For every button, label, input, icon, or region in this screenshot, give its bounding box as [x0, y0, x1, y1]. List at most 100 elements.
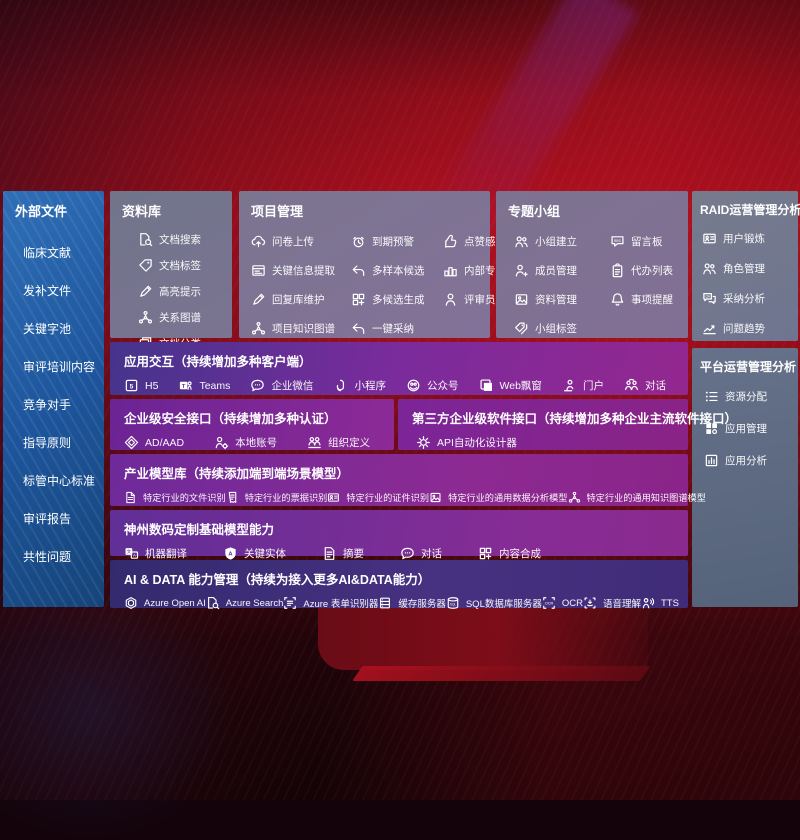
- sidebar-item: 指导原则: [23, 436, 72, 450]
- feature-item: SQL SQL数据库服务器: [446, 596, 542, 610]
- chat-dots-icon: [250, 378, 265, 393]
- feature-item: Azure Search: [206, 596, 283, 610]
- podium-icon: [443, 263, 458, 278]
- feature-item: Azure 表单识别器: [283, 596, 378, 610]
- svg-text:BBS: BBS: [614, 239, 621, 243]
- feature-item: 回复库维护: [251, 292, 347, 307]
- list-icon: [704, 389, 719, 404]
- feature-label: 问卷上传: [272, 236, 314, 248]
- data-library-title: 资料库: [122, 204, 162, 219]
- feature-item: 对话: [400, 546, 442, 561]
- svg-text:5: 5: [130, 383, 134, 390]
- feature-item: 应用管理: [704, 421, 798, 436]
- feature-item: 公众号: [406, 378, 459, 393]
- ai-data-capability-row: AI & DATA 能力管理（持续为接入更多AI&DATA能力） Azure O…: [110, 560, 688, 610]
- feature-item: 资料管理: [514, 292, 610, 307]
- feature-label: 留言板: [631, 236, 663, 248]
- grid-icon: [478, 546, 493, 561]
- feature-label: 特定行业的通用数据分析模型: [448, 493, 568, 503]
- feature-label: OCR: [561, 597, 583, 609]
- feature-item: 关键信息提取: [251, 263, 347, 278]
- feature-label: 特定行业的票据识别: [244, 493, 328, 503]
- feature-item: Azure Open AI: [124, 596, 206, 610]
- miniprog-icon: [333, 378, 348, 393]
- svg-text:SQL: SQL: [450, 602, 457, 606]
- project-management-title: 项目管理: [251, 204, 304, 219]
- thirdparty-interface-row: 第三方企业级软件接口（持续增加多种企业主流软件接口） API自动化设计器: [398, 399, 737, 450]
- portal-icon: [562, 378, 577, 393]
- feature-label: 采纳分析: [723, 293, 765, 305]
- platform-analysis-title: 平台运营管理分析: [700, 360, 797, 374]
- feature-label: 语音理解: [602, 599, 641, 610]
- feature-label: TTS: [661, 597, 679, 609]
- graph-icon: [251, 321, 266, 336]
- graph-icon: [568, 491, 581, 504]
- feature-label: 公众号: [427, 380, 459, 392]
- svg-text:T: T: [182, 384, 186, 390]
- industry-models-title: 产业模型库（持续添加端到端场景模型）: [124, 467, 350, 481]
- dialog-icon: [624, 378, 639, 393]
- feature-item: AD/AAD: [124, 435, 184, 450]
- feature-label: 文档标签: [159, 260, 201, 272]
- feature-item: 用户锻炼: [702, 231, 798, 246]
- pen-icon: [138, 284, 153, 299]
- feature-label: 特定行业的文件识别: [143, 493, 226, 503]
- feature-item: 组织定义: [307, 435, 370, 450]
- external-files-panel: 外部文件 临床文献 发补文件 关键字池 审评培训内容 竞争对手 指导原则 标管中…: [3, 191, 104, 607]
- feature-label: 文档搜索: [159, 234, 201, 246]
- feature-label: 机器翻译: [145, 548, 187, 560]
- feature-label: AD/AAD: [145, 436, 185, 449]
- feature-item: 摘要: [322, 546, 364, 561]
- doc-icon: [124, 491, 137, 504]
- base-model-capability-title: 神州数码定制基础模型能力: [124, 523, 275, 537]
- platform-analysis-panel: 平台运营管理分析 资源分配 应用管理 应用分析: [692, 348, 798, 607]
- feature-item: 特定行业的证件识别: [327, 490, 429, 504]
- alarm-icon: [351, 234, 366, 249]
- feature-label: 高亮提示: [159, 286, 201, 298]
- feature-item: 成员管理: [514, 263, 610, 278]
- external-files-title: 外部文件: [15, 204, 68, 219]
- background-shape-bar: [352, 666, 651, 681]
- sidebar-item: 竞争对手: [23, 398, 72, 412]
- shield-a-icon: A: [223, 546, 238, 561]
- image-icon: [429, 491, 442, 504]
- feature-item: 企业微信: [250, 378, 313, 393]
- people-icon: [514, 234, 529, 249]
- reply-icon: [351, 263, 366, 278]
- openai-icon: [124, 596, 138, 610]
- feature-label: 组织定义: [328, 437, 371, 449]
- feature-item: 内容合成: [478, 546, 541, 561]
- speech-icon: [583, 596, 597, 610]
- doc-search-icon: [138, 232, 153, 247]
- feature-item: 多样本候选: [351, 263, 439, 278]
- sidebar-item: 发补文件: [23, 284, 72, 298]
- feature-item: 文档标签: [138, 258, 232, 273]
- feature-item: 一键采纳: [351, 321, 439, 336]
- pen-icon: [251, 292, 266, 307]
- feature-label: 点赞感谢: [464, 236, 506, 248]
- feature-label: 对话: [421, 548, 442, 560]
- feature-item: 特定行业的票据识别: [226, 490, 328, 504]
- feature-label: 应用分析: [725, 455, 767, 467]
- svg-text:QA: QA: [705, 294, 710, 298]
- window-icon: [251, 263, 266, 278]
- feature-item: 资源分配: [704, 389, 798, 404]
- cloud-up-icon: [251, 234, 266, 249]
- feature-label: API自动化设计器: [437, 437, 517, 449]
- feature-label: 事项提醒: [631, 294, 673, 306]
- diamond-icon: [124, 435, 139, 450]
- feature-item: 代办列表: [610, 263, 684, 278]
- feature-label: 关键信息提取: [272, 265, 335, 277]
- feature-label: 小组标签: [535, 323, 577, 335]
- feature-item: 特定行业的文件识别: [124, 490, 226, 504]
- app-interaction-row: 应用交互（持续增加多种客户端） 5 H5 T Teams 企业微信: [110, 342, 688, 395]
- feature-item: 点赞感谢: [443, 234, 527, 249]
- external-files-list: 临床文献 发补文件 关键字池 审评培训内容 竞争对手 指导原则 标管中心标准 审…: [3, 220, 104, 565]
- feature-item: T Teams: [178, 378, 230, 393]
- ai-data-capability-title: AI & DATA 能力管理（持续为接入更多AI&DATA能力）: [124, 573, 431, 587]
- feature-label: 角色管理: [723, 263, 765, 275]
- tags-icon: [514, 321, 529, 336]
- feature-label: 到期预警: [372, 236, 414, 248]
- reply-icon: [351, 321, 366, 336]
